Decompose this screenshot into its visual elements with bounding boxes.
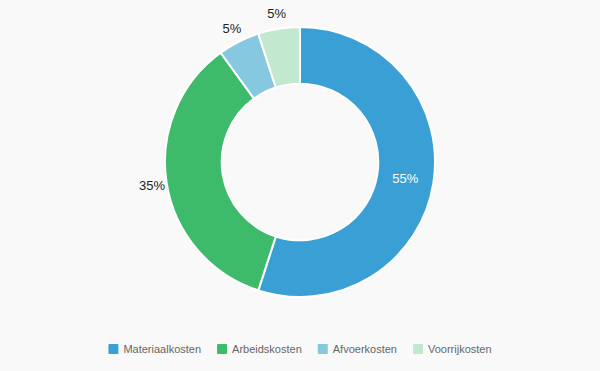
slices	[165, 27, 435, 297]
slice	[258, 27, 435, 297]
legend-swatch	[413, 344, 423, 354]
data-label: 5%	[223, 21, 242, 36]
legend-label: Arbeidskosten	[232, 343, 302, 355]
legend-label: Materiaalkosten	[123, 343, 201, 355]
data-label: 5%	[267, 6, 286, 21]
data-label: 35%	[139, 178, 165, 193]
legend-label: Voorrijkosten	[428, 343, 492, 355]
legend-label: Afvoerkosten	[333, 343, 397, 355]
legend-swatch	[217, 344, 227, 354]
legend-swatch	[108, 344, 118, 354]
slice	[258, 27, 300, 88]
background	[0, 0, 600, 371]
data-label: 55%	[392, 171, 418, 186]
data-labels: 55% 35% 5% 5%	[139, 6, 419, 192]
legend-swatch	[318, 344, 328, 354]
chart: 55% 35% 5% 5% Materiaalkosten Arbeidskosten Af…	[0, 0, 600, 371]
legend: Materiaalkosten Arbeidskosten Afvoerkosten…	[108, 343, 491, 355]
